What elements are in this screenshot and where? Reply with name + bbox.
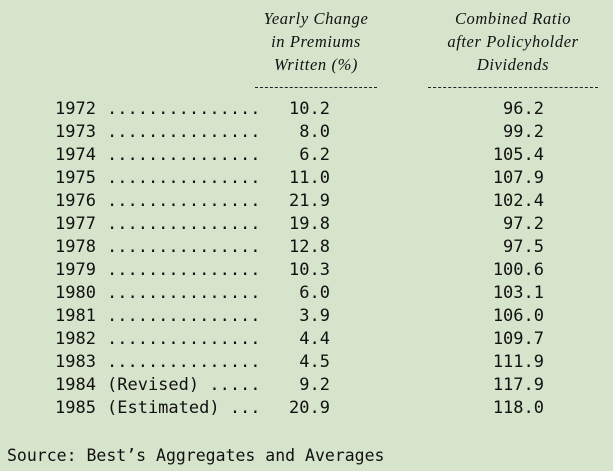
table-row: 1977............... 19.8 97.2: [0, 213, 613, 236]
year-cell: 1985: [55, 398, 96, 418]
year-cell: 1975: [55, 168, 96, 188]
ratio-header-rule: [428, 87, 598, 88]
premiums-cell: 4.5: [299, 352, 330, 372]
ratio-header-line: after Policyholder: [447, 32, 579, 51]
premiums-cell: 10.3: [289, 260, 330, 280]
table-row: 1985 (Estimated) ... 20.9 118.0: [0, 397, 613, 420]
table-row: 1983............... 4.5 111.9: [0, 351, 613, 374]
leader-cell: (Revised) .....: [107, 375, 261, 395]
table-row: 1978............... 12.8 97.5: [0, 236, 613, 259]
year-cell: 1981: [55, 306, 96, 326]
table-row: 1975............... 11.0 107.9: [0, 167, 613, 190]
year-cell: 1983: [55, 352, 96, 372]
ratio-column-header: Combined Ratio after Policyholder Divide…: [418, 7, 608, 88]
table-row: 1980............... 6.0 103.1: [0, 282, 613, 305]
leader-cell: ...............: [107, 122, 261, 142]
table-row: 1979............... 10.3 100.6: [0, 259, 613, 282]
leader-cell: ...............: [107, 352, 261, 372]
leader-cell: ...............: [107, 191, 261, 211]
year-cell: 1984: [55, 375, 96, 395]
year-cell: 1980: [55, 283, 96, 303]
year-cell: 1973: [55, 122, 96, 142]
premiums-cell: 10.2: [289, 99, 330, 119]
ratio-cell: 102.4: [492, 191, 544, 211]
year-cell: 1976: [55, 191, 96, 211]
premiums-cell: 6.0: [299, 283, 330, 303]
leader-cell: ...............: [107, 168, 261, 188]
premiums-cell: 3.9: [299, 306, 330, 326]
premiums-header-line: Yearly Change: [263, 9, 369, 28]
ratio-cell: 107.9: [492, 168, 544, 188]
ratio-cell: 97.5: [503, 237, 544, 257]
premiums-cell: 9.2: [299, 375, 330, 395]
ratio-cell: 103.1: [492, 283, 544, 303]
source-note: Source: Best’s Aggregates and Averages: [7, 446, 385, 465]
premiums-cell: 21.9: [289, 191, 330, 211]
year-cell: 1977: [55, 214, 96, 234]
premiums-cell: 6.2: [299, 145, 330, 165]
ratio-cell: 109.7: [492, 329, 544, 349]
premiums-cell: 19.8: [289, 214, 330, 234]
premiums-header-line: in Premiums: [271, 32, 361, 51]
year-cell: 1979: [55, 260, 96, 280]
ratio-header-line: Combined Ratio: [454, 9, 572, 28]
ratio-cell: 105.4: [492, 145, 544, 165]
premiums-header-line: Written (%): [273, 55, 359, 74]
table-row: 1974............... 6.2 105.4: [0, 144, 613, 167]
ratio-cell: 100.6: [492, 260, 544, 280]
year-cell: 1978: [55, 237, 96, 257]
ratio-cell: 97.2: [503, 214, 544, 234]
premiums-cell: 4.4: [299, 329, 330, 349]
premiums-cell: 8.0: [299, 122, 330, 142]
leader-cell: ...............: [107, 306, 261, 326]
year-cell: 1982: [55, 329, 96, 349]
leader-cell: ...............: [107, 329, 261, 349]
ratio-cell: 111.9: [492, 352, 544, 372]
table-row: 1982............... 4.4 109.7: [0, 328, 613, 351]
leader-cell: ...............: [107, 145, 261, 165]
table-row: 1972............... 10.2 96.2: [0, 98, 613, 121]
leader-cell: ...............: [107, 214, 261, 234]
leader-cell: ...............: [107, 283, 261, 303]
ratio-cell: 99.2: [503, 122, 544, 142]
leader-cell: (Estimated) ...: [107, 398, 261, 418]
leader-cell: ...............: [107, 99, 261, 119]
ratio-header-line: Dividends: [476, 55, 550, 74]
premiums-header-rule: [255, 87, 377, 88]
year-cell: 1972: [55, 99, 96, 119]
ratio-cell: 118.0: [492, 398, 544, 418]
table-row: 1984 (Revised) ..... 9.2 117.9: [0, 374, 613, 397]
table-row: 1976............... 21.9 102.4: [0, 190, 613, 213]
premiums-cell: 11.0: [289, 168, 330, 188]
table-row: 1973............... 8.0 99.2: [0, 121, 613, 144]
leader-cell: ...............: [107, 260, 261, 280]
premiums-column-header: Yearly Change in Premiums Written (%): [232, 7, 400, 88]
leader-cell: ...............: [107, 237, 261, 257]
table-row: 1981............... 3.9 106.0: [0, 305, 613, 328]
premiums-cell: 20.9: [289, 398, 330, 418]
ratio-cell: 96.2: [503, 99, 544, 119]
ratio-cell: 117.9: [492, 375, 544, 395]
data-table: 1972............... 10.2 96.2 1973.........…: [0, 98, 613, 420]
ratio-cell: 106.0: [492, 306, 544, 326]
premiums-cell: 12.8: [289, 237, 330, 257]
year-cell: 1974: [55, 145, 96, 165]
